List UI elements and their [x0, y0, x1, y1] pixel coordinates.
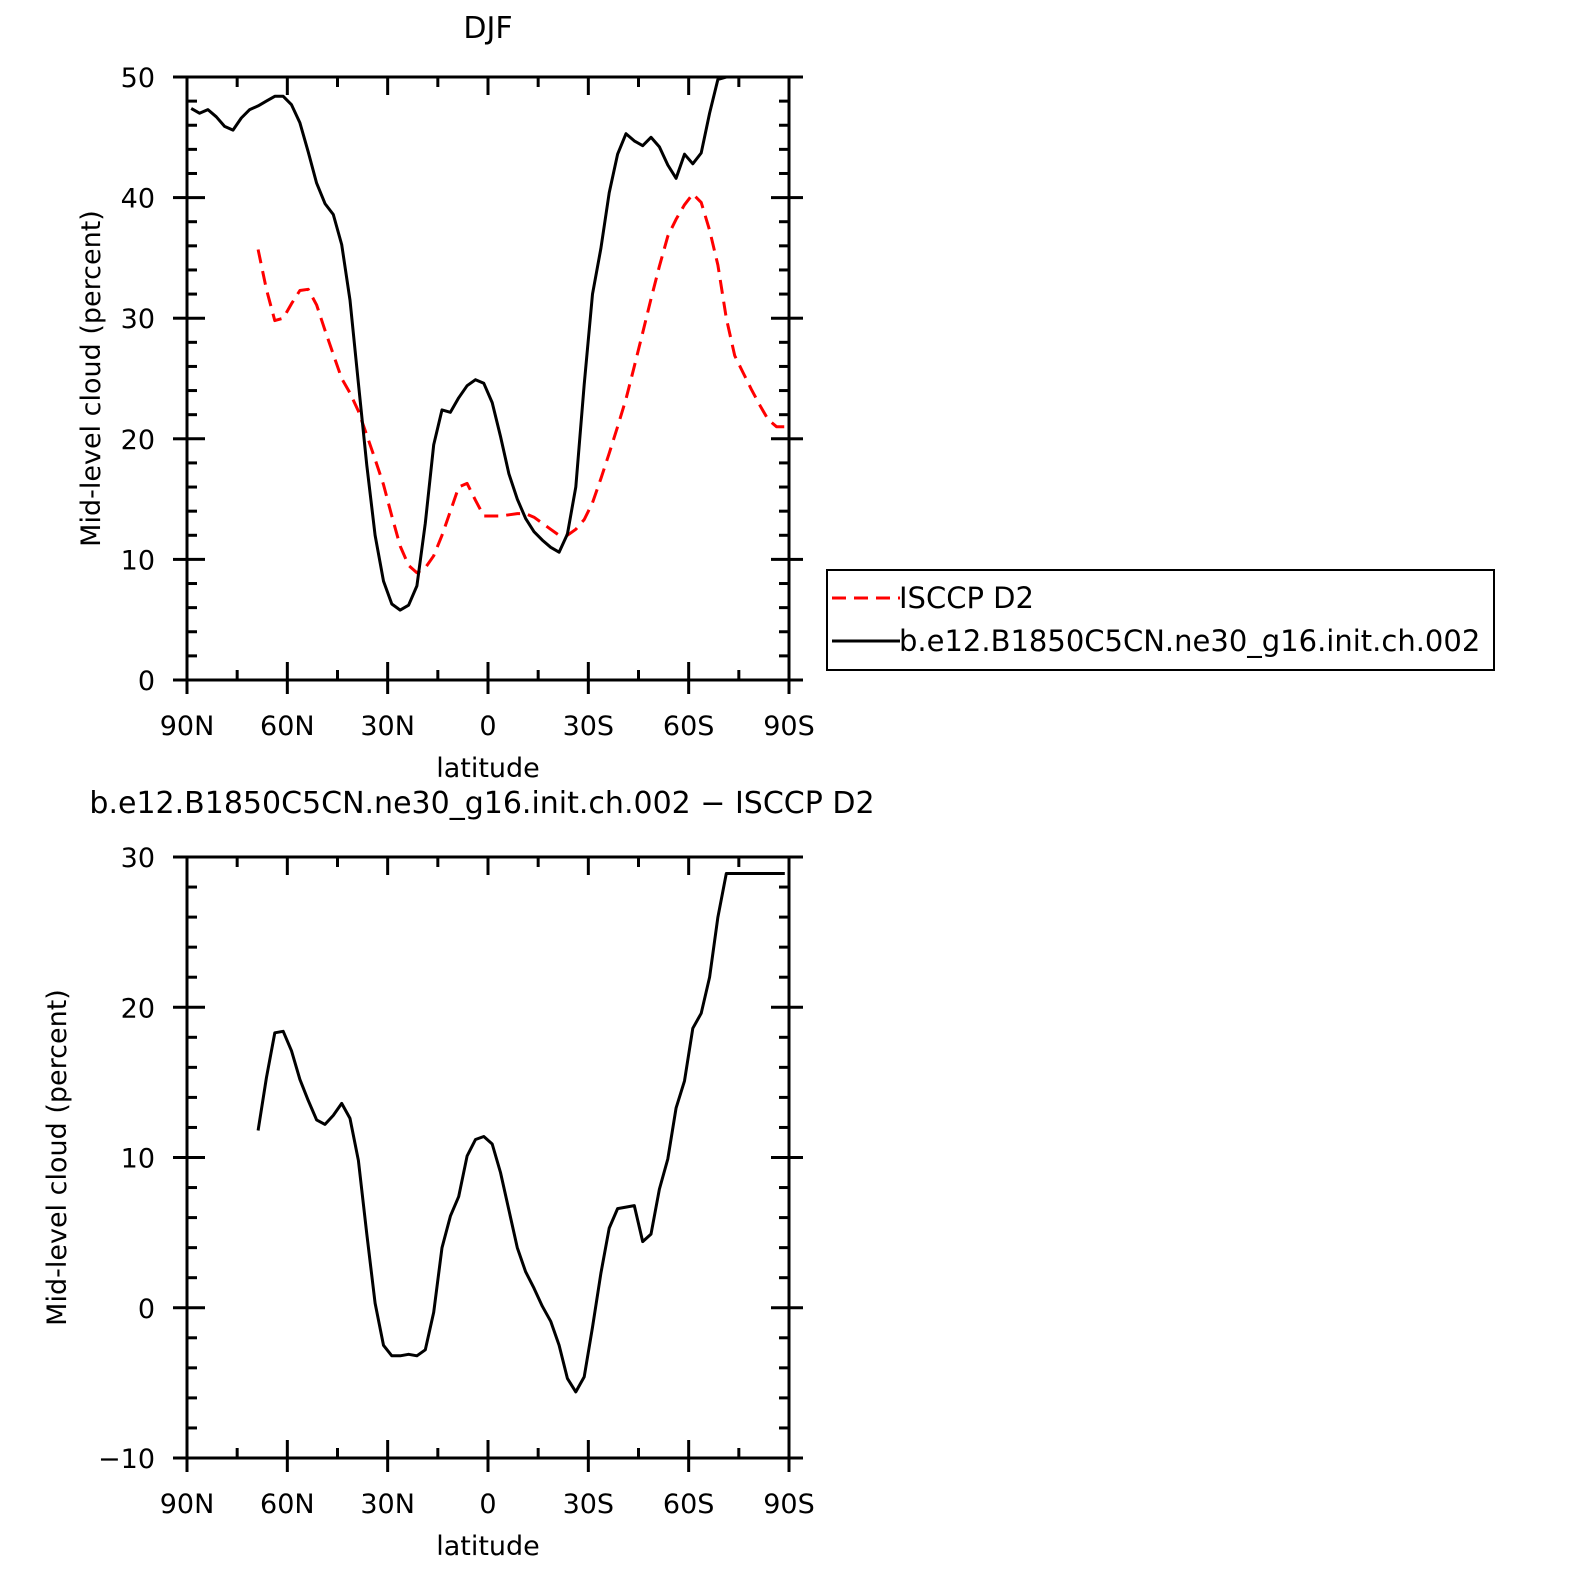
y-axis-label: Mid-level cloud (percent) — [76, 210, 107, 547]
x-tick-label: 0 — [479, 711, 496, 742]
x-tick-label: 60S — [663, 711, 715, 742]
x-tick-label: 90N — [160, 1489, 215, 1520]
y-tick-label: 20 — [121, 993, 155, 1024]
series-line-1-0 — [256, 872, 785, 1394]
x-tick-label: 30S — [563, 1489, 615, 1520]
y-tick-label: 50 — [121, 63, 155, 94]
chart-title: b.e12.B1850C5CN.ne30_g16.init.ch.002 − I… — [89, 786, 874, 821]
x-tick-label: 60S — [663, 1489, 715, 1520]
x-tick-label: 30N — [360, 711, 415, 742]
plot-frame — [185, 75, 791, 682]
series-line-0-0 — [256, 192, 785, 575]
x-axis-label: latitude — [436, 1531, 540, 1562]
y-tick-label: 0 — [138, 666, 155, 697]
x-tick-label: 90S — [763, 1489, 815, 1520]
difference-panel: 90N 60N 30N 0 30S 60S 90S −10 0 10 20 30 latitude Mid… — [42, 786, 875, 1562]
x-tick-label: 90S — [763, 711, 815, 742]
y-tick-label: 10 — [121, 1144, 155, 1175]
djf-panel: 90N 60N 30N 0 30S 60S 90S 0 10 20 30 40 50 latitude Mi… — [76, 11, 1495, 784]
series-line-0-1 — [190, 77, 785, 612]
x-tick-label: 60N — [260, 1489, 315, 1520]
legend-label: b.e12.B1850C5CN.ne30_g16.init.ch.002 — [899, 624, 1480, 658]
x-axis-label: latitude — [436, 753, 540, 784]
x-tick-label: 30S — [563, 711, 615, 742]
legend-box — [826, 569, 1495, 671]
y-tick-label: 0 — [138, 1294, 155, 1325]
x-tick-label: 90N — [160, 711, 215, 742]
x-tick-label: 60N — [260, 711, 315, 742]
legend-label: ISCCP D2 — [899, 581, 1034, 615]
y-axis-label: Mid-level cloud (percent) — [42, 989, 73, 1326]
chart-title: DJF — [463, 11, 512, 46]
legend: ISCCP D2 b.e12.B1850C5CN.ne30_g16.init.ch… — [826, 569, 1495, 671]
y-tick-label: 20 — [121, 425, 155, 456]
y-tick-label: 10 — [121, 545, 155, 576]
y-tick-label: −10 — [98, 1444, 155, 1475]
y-tick-label: 40 — [121, 184, 155, 215]
x-tick-label: 0 — [479, 1489, 496, 1520]
y-tick-label: 30 — [121, 304, 155, 335]
x-tick-label: 30N — [360, 1489, 415, 1520]
plot-frame — [185, 855, 791, 1460]
y-tick-label: 30 — [121, 843, 155, 874]
